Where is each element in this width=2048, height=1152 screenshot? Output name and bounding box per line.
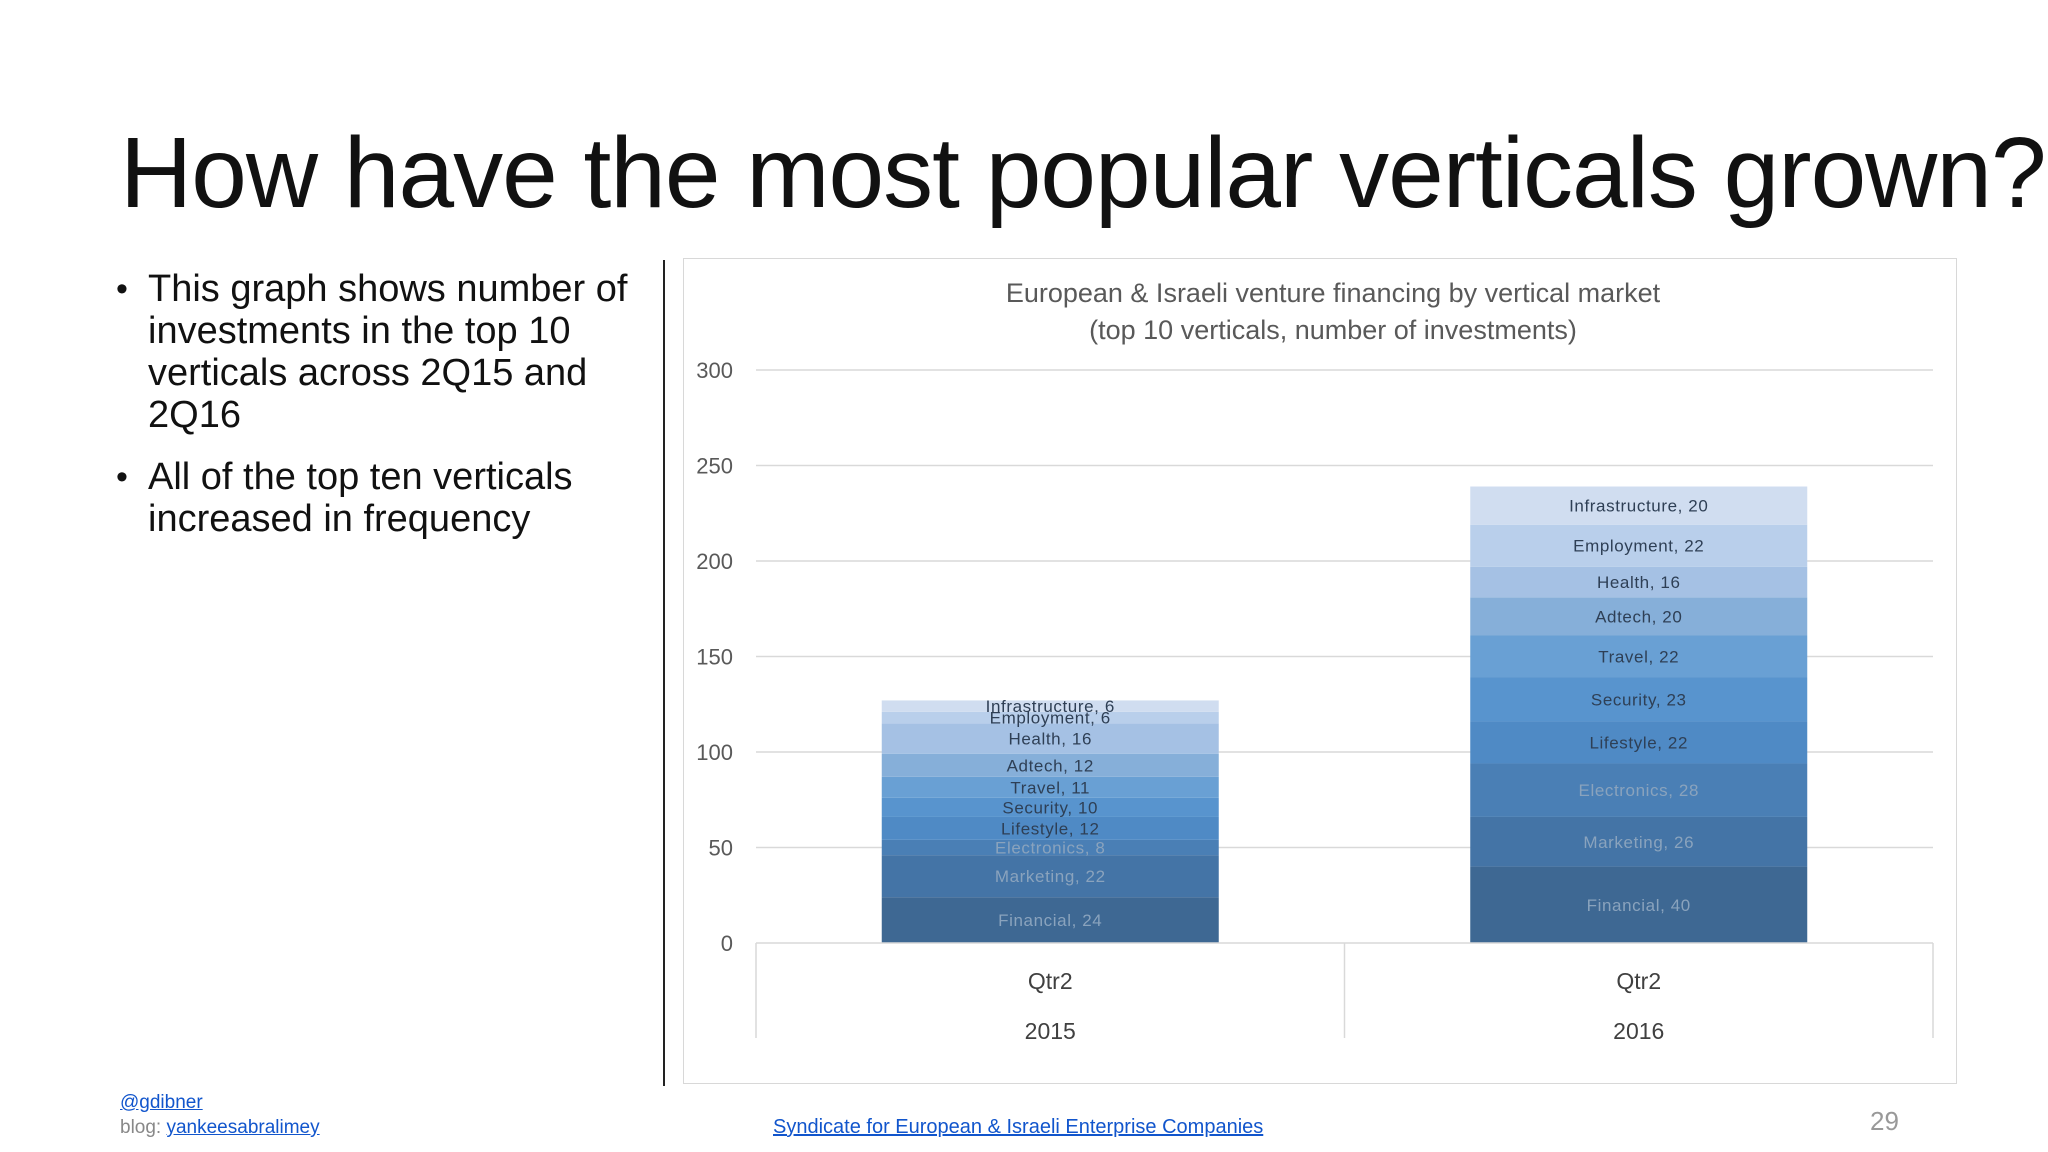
data-label: Adtech, 12 xyxy=(1007,756,1094,775)
data-label: Financial, 40 xyxy=(1587,896,1691,915)
bar-segment-infrastructure-2015 xyxy=(881,700,1219,712)
y-tick-label: 100 xyxy=(696,740,733,765)
y-tick-label: 200 xyxy=(696,549,733,574)
data-label: Marketing, 26 xyxy=(1583,833,1694,852)
bar-segment-health-2016 xyxy=(1470,566,1808,598)
data-label: Electronics, 28 xyxy=(1579,781,1700,800)
chart-title: European & Israeli venture financing by … xyxy=(1006,278,1661,308)
data-label: Lifestyle, 12 xyxy=(1001,819,1100,838)
x-tick-label-year: 2015 xyxy=(1025,1018,1076,1044)
data-label: Employment, 22 xyxy=(1573,537,1704,556)
divider xyxy=(663,260,665,1086)
y-tick-label: 150 xyxy=(696,645,733,670)
bar-segment-marketing-2015 xyxy=(881,855,1219,898)
bar-segment-security-2015 xyxy=(881,797,1219,817)
data-label: Financial, 24 xyxy=(998,911,1102,930)
bar-segment-infrastructure-2016 xyxy=(1470,486,1808,525)
data-label: Infrastructure, 20 xyxy=(1569,497,1708,516)
bar-segment-travel-2015 xyxy=(881,776,1219,798)
source-link[interactable]: Syndicate for European & Israeli Enterpr… xyxy=(773,1116,1264,1138)
bar-segment-lifestyle-2015 xyxy=(881,816,1219,840)
blog-line: blog: yankeesabralimey xyxy=(120,1117,320,1139)
bar-segment-security-2016 xyxy=(1470,677,1808,722)
data-label: Infrastructure, 6 xyxy=(986,697,1115,716)
data-label: Health, 16 xyxy=(1009,730,1093,749)
x-tick-label-quarter: Qtr2 xyxy=(1616,968,1661,994)
bar-segment-electronics-2015 xyxy=(881,839,1219,856)
bar-segment-lifestyle-2016 xyxy=(1470,721,1808,764)
bar-segment-electronics-2016 xyxy=(1470,763,1808,817)
data-label: Travel, 22 xyxy=(1598,648,1679,667)
data-label: Travel, 11 xyxy=(1010,778,1090,797)
bar-segment-marketing-2016 xyxy=(1470,816,1808,867)
data-label: Electronics, 8 xyxy=(995,839,1105,858)
slide-title: How have the most popular verticals grow… xyxy=(120,117,2047,229)
data-label: Adtech, 20 xyxy=(1595,607,1682,626)
twitter-handle-link[interactable]: @gdibner xyxy=(120,1092,203,1113)
stacked-bar-chart: European & Israeli venture financing by … xyxy=(696,278,1934,1044)
y-tick-label: 50 xyxy=(709,836,733,861)
data-label: Employment, 6 xyxy=(990,709,1111,728)
chart-subtitle: (top 10 verticals, number of investments… xyxy=(1089,315,1577,345)
y-tick-label: 250 xyxy=(696,454,733,479)
bullet-list: This graph shows number of investments i… xyxy=(110,268,630,560)
y-tick-label: 300 xyxy=(696,358,733,383)
bar-segment-health-2015 xyxy=(881,723,1219,754)
y-tick-label: 0 xyxy=(721,931,733,956)
bar-segment-adtech-2016 xyxy=(1470,597,1808,636)
page-number: 29 xyxy=(1870,1106,1899,1136)
bar-segment-financial-2015 xyxy=(881,897,1219,943)
bar-segment-financial-2016 xyxy=(1470,866,1808,943)
data-label: Marketing, 22 xyxy=(995,867,1106,886)
bar-segment-employment-2015 xyxy=(881,711,1219,724)
data-label: Lifestyle, 22 xyxy=(1589,733,1688,752)
data-label: Security, 10 xyxy=(1002,798,1098,817)
x-tick-label-year: 2016 xyxy=(1613,1018,1664,1044)
bar-segment-employment-2016 xyxy=(1470,524,1808,567)
bar-segment-adtech-2015 xyxy=(881,753,1219,777)
blog-link[interactable]: yankeesabralimey xyxy=(166,1117,320,1138)
data-label: Health, 16 xyxy=(1597,573,1681,592)
data-label: Security, 23 xyxy=(1591,690,1687,709)
x-tick-label-quarter: Qtr2 xyxy=(1028,968,1073,994)
bar-segment-travel-2016 xyxy=(1470,635,1808,678)
blog-prefix: blog: xyxy=(120,1117,167,1138)
bullet-item: This graph shows number of investments i… xyxy=(110,268,630,436)
bullet-item: All of the top ten verticals increased i… xyxy=(110,456,630,540)
